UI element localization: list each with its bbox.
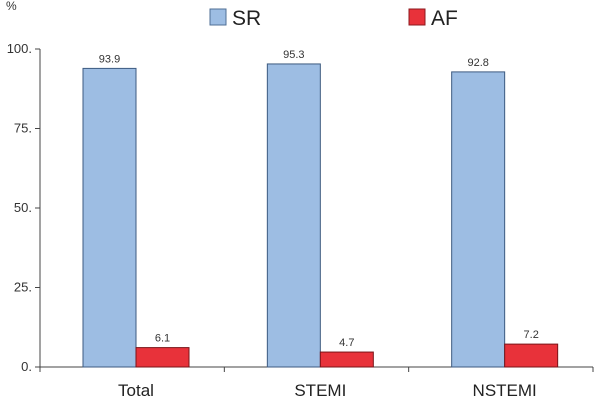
data-label-sr: 95.3 [283,49,304,61]
y-tick-label: 100. [7,41,32,56]
legend-swatch-af [408,8,426,26]
data-label-sr: 93.9 [99,53,120,65]
y-axis: 0. 25. 50. 75. 100. [7,41,41,374]
x-category-label: STEMI [294,381,346,400]
bar-sr [266,63,321,368]
y-tick-label: 25. [14,280,32,295]
y-unit-label: % [6,0,17,13]
bar-af [319,351,374,368]
bar-sr [82,67,137,368]
y-tick-label: 75. [14,121,32,136]
legend-label-af: AF [431,7,458,30]
x-category-label: Total [118,381,154,400]
data-label-af: 7.2 [524,329,539,341]
legend: SR AF [209,7,458,30]
x-axis: Total STEMI NSTEMI [39,366,594,400]
y-tick-label: 0. [21,359,32,374]
legend-swatch-sr [209,8,227,26]
legend-label-sr: SR [232,7,261,30]
bar-af [504,343,559,368]
data-label-af: 6.1 [155,333,170,345]
y-tick-label: 50. [14,200,32,215]
x-category-label: NSTEMI [473,381,537,400]
bar-af [135,347,190,368]
data-label-sr: 92.8 [467,57,488,69]
data-label-af: 4.7 [339,337,354,349]
bars: 93.9 6.1 95.3 4.7 92.8 7.2 [82,49,559,368]
bar-sr [451,71,506,368]
